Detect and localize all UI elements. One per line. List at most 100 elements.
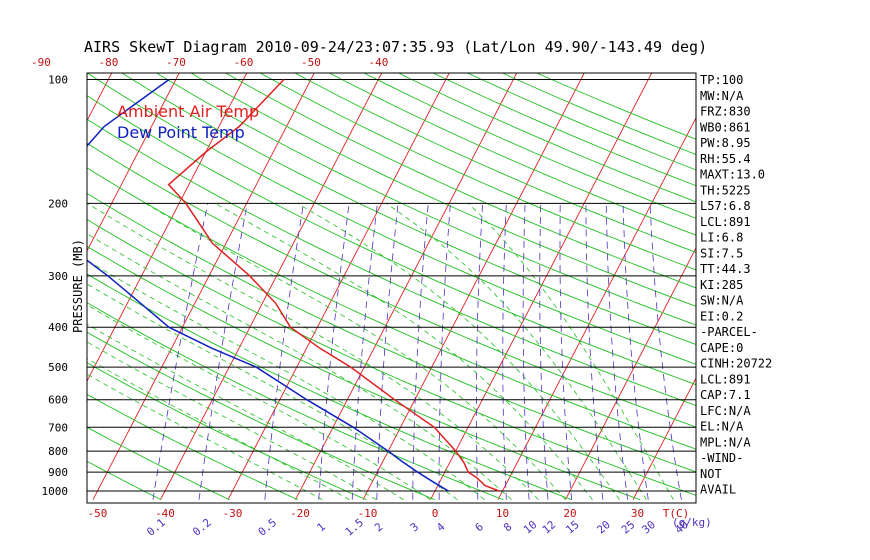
mixing-ratio-label: 15 bbox=[563, 518, 582, 536]
dry-adiabat-line bbox=[87, 393, 299, 501]
dry-adiabat-line bbox=[87, 245, 641, 501]
temperature-tick-label: -10 bbox=[358, 507, 378, 520]
dry-adiabat-line bbox=[87, 73, 696, 365]
pressure-tick-label: 200 bbox=[48, 197, 68, 210]
mixing-ratio-line bbox=[376, 203, 399, 500]
dry-adiabat-line bbox=[87, 302, 504, 501]
moist-adiabat-line bbox=[87, 323, 404, 501]
isotherm-line bbox=[87, 73, 248, 383]
index-item: LI:6.8 bbox=[700, 231, 743, 245]
y-axis-label: PRESSURE (MB) bbox=[71, 239, 85, 333]
dry-adiabat-line bbox=[87, 426, 230, 501]
mixing-ratio-line bbox=[152, 203, 209, 500]
pressure-tick-label: 1000 bbox=[42, 485, 69, 498]
temperature-tick-label: 20 bbox=[563, 507, 576, 520]
index-item: CINH:20722 bbox=[700, 357, 772, 371]
index-item: RH:55.4 bbox=[700, 152, 751, 166]
mixing-ratio-line bbox=[522, 203, 530, 500]
isotherm-line bbox=[160, 73, 383, 500]
moist-adiabat-line bbox=[87, 373, 323, 501]
mixing-ratio-label: 3 bbox=[408, 520, 421, 534]
index-item: MPL:N/A bbox=[700, 435, 751, 449]
mixing-ratio-label: 2 bbox=[372, 520, 385, 534]
moist-adiabat-line bbox=[87, 304, 431, 501]
index-item: AVAIL bbox=[700, 483, 736, 497]
index-item: -WIND- bbox=[700, 451, 743, 465]
pressure-tick-label: 600 bbox=[48, 394, 68, 407]
dry-adiabat-line bbox=[87, 167, 696, 450]
index-item: L57:6.8 bbox=[700, 199, 751, 213]
mixing-ratio-line bbox=[351, 203, 378, 500]
index-item: LCL:891 bbox=[700, 215, 751, 229]
moist-adiabat-line bbox=[87, 283, 458, 501]
dry-adiabat-line bbox=[363, 73, 696, 219]
dew-point-temp-line bbox=[87, 78, 449, 492]
mixing-ratio-line bbox=[585, 203, 604, 500]
isotherm-line bbox=[565, 247, 696, 500]
isotherm-line bbox=[835, 61, 870, 500]
dry-adiabat-line bbox=[87, 218, 696, 496]
mixing-ratio-label: 4 bbox=[434, 520, 448, 534]
temperature-tick-label: -30 bbox=[223, 507, 243, 520]
mixing-ratio-label: 20 bbox=[594, 518, 613, 536]
index-item: MW:N/A bbox=[700, 89, 744, 103]
mixing-ratio-label: 30 bbox=[639, 518, 658, 536]
dry-adiabat-line bbox=[293, 73, 696, 253]
dry-adiabat-line bbox=[87, 192, 696, 473]
mixing-ratio-line bbox=[502, 203, 507, 500]
moist-adiabat-line bbox=[87, 203, 539, 500]
temperature-tick-label: -40 bbox=[155, 507, 175, 520]
dry-adiabat-line bbox=[190, 73, 696, 307]
temperature-tick-label: -50 bbox=[88, 507, 108, 520]
index-item: EL:N/A bbox=[700, 420, 744, 434]
dry-adiabat-line bbox=[87, 460, 162, 501]
mixing-ratio-unit: (g/kg) bbox=[672, 516, 712, 529]
pressure-tick-label: 100 bbox=[48, 74, 68, 87]
isotherm-line bbox=[497, 116, 696, 500]
mixing-ratio-line bbox=[475, 203, 484, 500]
moist-adiabat-line bbox=[297, 203, 620, 500]
plot-frame bbox=[86, 72, 697, 504]
top-temperature-tick-label: -60 bbox=[233, 56, 253, 69]
pressure-tick-label: 900 bbox=[48, 466, 68, 479]
dry-adiabat-line bbox=[224, 73, 696, 289]
dry-adiabat-line bbox=[535, 73, 696, 140]
chart-title: AIRS SkewT Diagram 2010-09-24/23:07:35.9… bbox=[84, 38, 707, 56]
mixing-ratio-line bbox=[605, 203, 629, 500]
mixing-ratio-label: 8 bbox=[501, 520, 514, 534]
isotherm-line bbox=[227, 73, 450, 500]
moist-adiabat-line bbox=[87, 259, 485, 501]
index-item: FRZ:830 bbox=[700, 105, 751, 119]
temperature-tick-label: 30 bbox=[631, 507, 644, 520]
dry-adiabat-line bbox=[155, 73, 696, 326]
isotherm-line bbox=[768, 61, 870, 500]
index-item: LCL:891 bbox=[700, 372, 751, 386]
dry-adiabat-line bbox=[259, 73, 696, 271]
index-item: CAP:7.1 bbox=[700, 388, 751, 402]
mixing-ratio-label: 12 bbox=[540, 518, 559, 536]
index-item: LFC:N/A bbox=[700, 404, 751, 418]
top-temperature-tick-label: -40 bbox=[368, 56, 388, 69]
isotherm-line bbox=[362, 73, 585, 500]
dry-adiabat-line bbox=[397, 73, 696, 203]
top-temperature-tick-label: -90 bbox=[31, 56, 51, 69]
moist-adiabat-line bbox=[87, 233, 512, 501]
pressure-tick-label: 700 bbox=[48, 421, 68, 434]
pressure-tick-label: 500 bbox=[48, 361, 68, 374]
index-item: -PARCEL- bbox=[700, 325, 758, 339]
dry-adiabat-line bbox=[87, 362, 367, 501]
moist-adiabat-line bbox=[468, 203, 674, 500]
index-item: PW:8.95 bbox=[700, 136, 751, 150]
dry-adiabat-line bbox=[87, 142, 696, 428]
dry-adiabat-line bbox=[466, 73, 696, 171]
isotherm-line bbox=[0, 61, 51, 500]
mixing-ratio-label: 1 bbox=[314, 520, 327, 534]
mixing-ratio-label: 0.2 bbox=[190, 516, 214, 539]
index-item: CAPE:0 bbox=[700, 341, 743, 355]
index-item: NOT bbox=[700, 467, 722, 481]
temperature-tick-label: -20 bbox=[290, 507, 310, 520]
mixing-ratio-label: 25 bbox=[619, 518, 638, 536]
pressure-tick-label: 800 bbox=[48, 445, 68, 458]
temperature-tick-label: 0 bbox=[432, 507, 439, 520]
